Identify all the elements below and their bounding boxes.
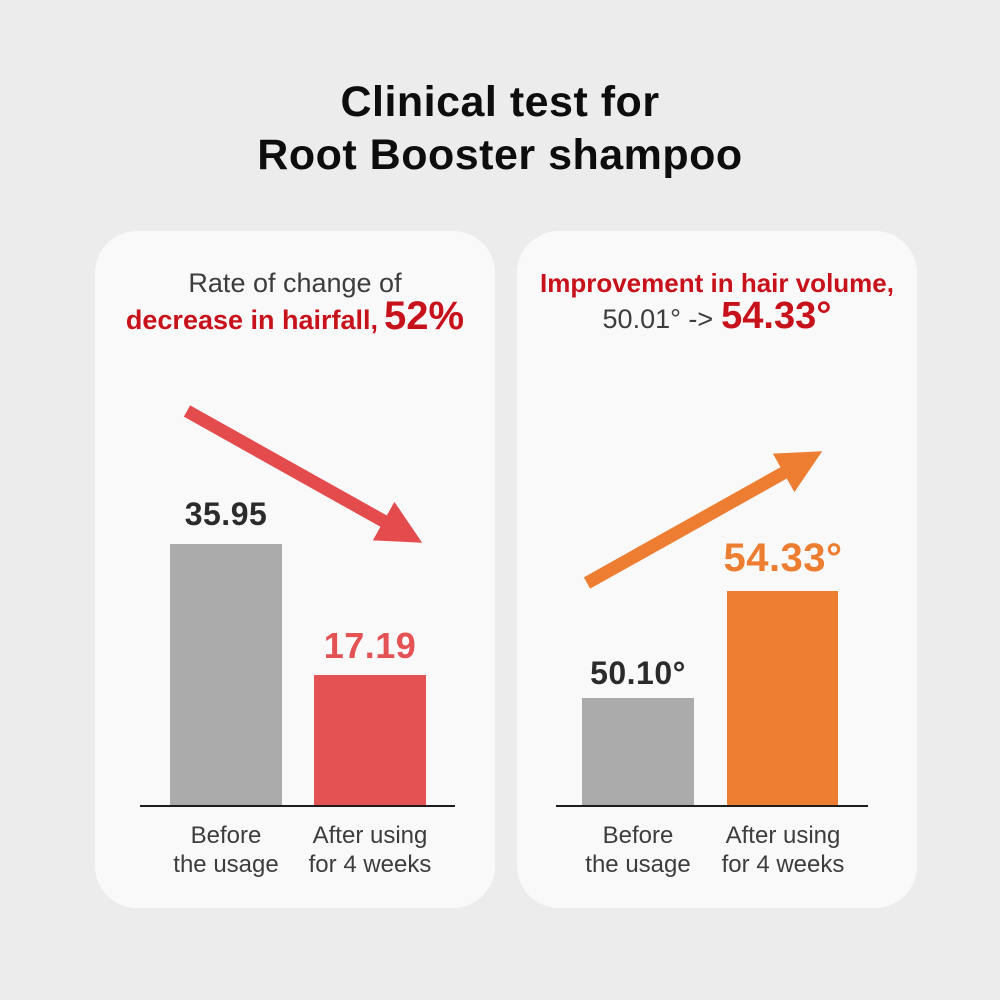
axis-baseline	[556, 805, 868, 807]
hair-volume-from-value: 50.01° ->	[602, 304, 714, 334]
bar-after-usage	[314, 675, 426, 806]
hair-volume-title-line1: Improvement in hair volume,	[540, 268, 894, 298]
hairfall-chart-card: Rate of change of decrease in hairfall, 5…	[95, 231, 495, 908]
category-before-line2: the usage	[173, 851, 279, 878]
bar-value-after: 17.19	[323, 625, 417, 666]
bar-value-before: 50.10°	[590, 655, 686, 691]
category-after-line1: After using	[312, 822, 428, 849]
category-before-line2: the usage	[585, 851, 691, 878]
page-title-line2: Root Booster shampoo	[257, 131, 743, 179]
category-before-line1: Before	[190, 822, 262, 849]
category-before-line1: Before	[602, 822, 674, 849]
category-label-before: Before the usage	[548, 821, 728, 879]
category-after-line2: for 4 weeks	[721, 851, 845, 878]
upward-trend-arrow-icon	[583, 451, 823, 589]
bar-value-before: 35.95	[184, 496, 268, 532]
hairfall-title-phrase: decrease in hairfall,	[125, 305, 379, 335]
hairfall-chart-title: Rate of change of decrease in hairfall, 5…	[95, 267, 495, 341]
hair-volume-chart-card: Improvement in hair volume, 50.01° -> 54.…	[517, 231, 917, 908]
bar-after-usage	[727, 591, 838, 806]
hairfall-title-line2: decrease in hairfall, 52%	[95, 296, 495, 341]
hair-volume-chart-title: Improvement in hair volume, 50.01° -> 54.…	[517, 267, 917, 340]
category-label-after: After using for 4 weeks	[693, 821, 873, 879]
hair-volume-title-line2: 50.01° -> 54.33°	[517, 297, 917, 340]
downward-trend-arrow-icon	[183, 405, 423, 543]
bar-value-after: 54.33°	[723, 536, 843, 580]
hairfall-title-percentage: 52%	[384, 294, 465, 338]
axis-baseline	[140, 805, 455, 807]
category-label-before: Before the usage	[136, 821, 316, 879]
page-title: Clinical test for Root Booster shampoo	[0, 76, 1000, 182]
category-after-line2: for 4 weeks	[308, 851, 432, 878]
bar-before-usage	[170, 544, 282, 806]
hairfall-title-line1: Rate of change of	[188, 268, 402, 298]
bar-before-usage	[582, 698, 694, 806]
page-title-line1: Clinical test for	[340, 78, 660, 126]
category-after-line1: After using	[725, 822, 841, 849]
hair-volume-to-value: 54.33°	[721, 295, 832, 337]
category-label-after: After using for 4 weeks	[280, 821, 460, 879]
